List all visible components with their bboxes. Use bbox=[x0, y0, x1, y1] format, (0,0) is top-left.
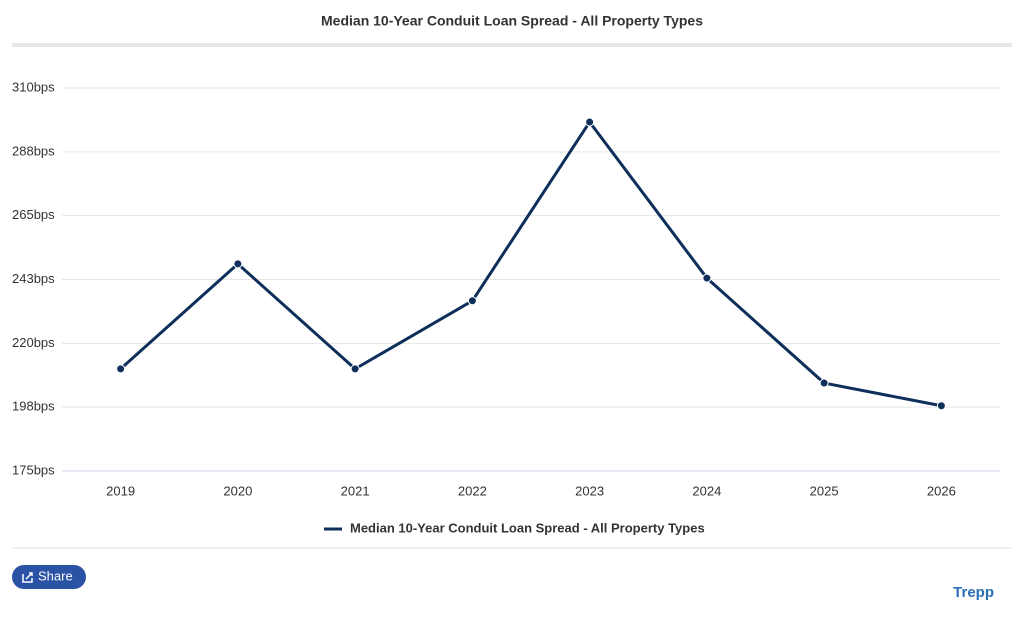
x-tick-label: 2026 bbox=[927, 483, 956, 498]
x-tick-label: 2025 bbox=[810, 483, 839, 498]
data-point bbox=[116, 364, 126, 374]
x-tick-label: 2019 bbox=[106, 483, 135, 498]
y-tick-label: 265bps bbox=[12, 207, 55, 222]
data-point bbox=[350, 364, 360, 374]
data-point bbox=[233, 259, 243, 269]
y-tick-label: 288bps bbox=[12, 143, 55, 158]
chart-title: Median 10-Year Conduit Loan Spread - All… bbox=[321, 13, 703, 29]
data-point bbox=[936, 401, 946, 411]
x-tick-label: 2023 bbox=[575, 483, 604, 498]
y-tick-label: 220bps bbox=[12, 335, 55, 350]
share-button[interactable]: Share bbox=[12, 565, 86, 589]
x-tick-label: 2024 bbox=[692, 483, 721, 498]
brand-logo[interactable]: Trepp bbox=[953, 584, 994, 601]
series-line bbox=[119, 120, 942, 408]
data-point bbox=[819, 378, 829, 388]
x-tick-label: 2022 bbox=[458, 483, 487, 498]
title-divider bbox=[12, 43, 1012, 47]
y-tick-label: 310bps bbox=[12, 79, 55, 94]
data-point bbox=[467, 296, 477, 306]
y-tick-label: 243bps bbox=[12, 271, 55, 286]
share-button-bg[interactable] bbox=[12, 565, 86, 589]
share-icon[interactable] bbox=[22, 572, 33, 583]
data-point bbox=[702, 273, 712, 283]
data-point bbox=[585, 117, 595, 127]
share-label[interactable]: Share bbox=[38, 568, 73, 583]
y-tick-label: 175bps bbox=[12, 462, 55, 477]
x-tick-label: 2020 bbox=[223, 483, 252, 498]
x-tick-label: 2021 bbox=[341, 483, 370, 498]
y-tick-label: 198bps bbox=[12, 399, 55, 414]
legend-label: Median 10-Year Conduit Loan Spread - All… bbox=[350, 520, 705, 535]
